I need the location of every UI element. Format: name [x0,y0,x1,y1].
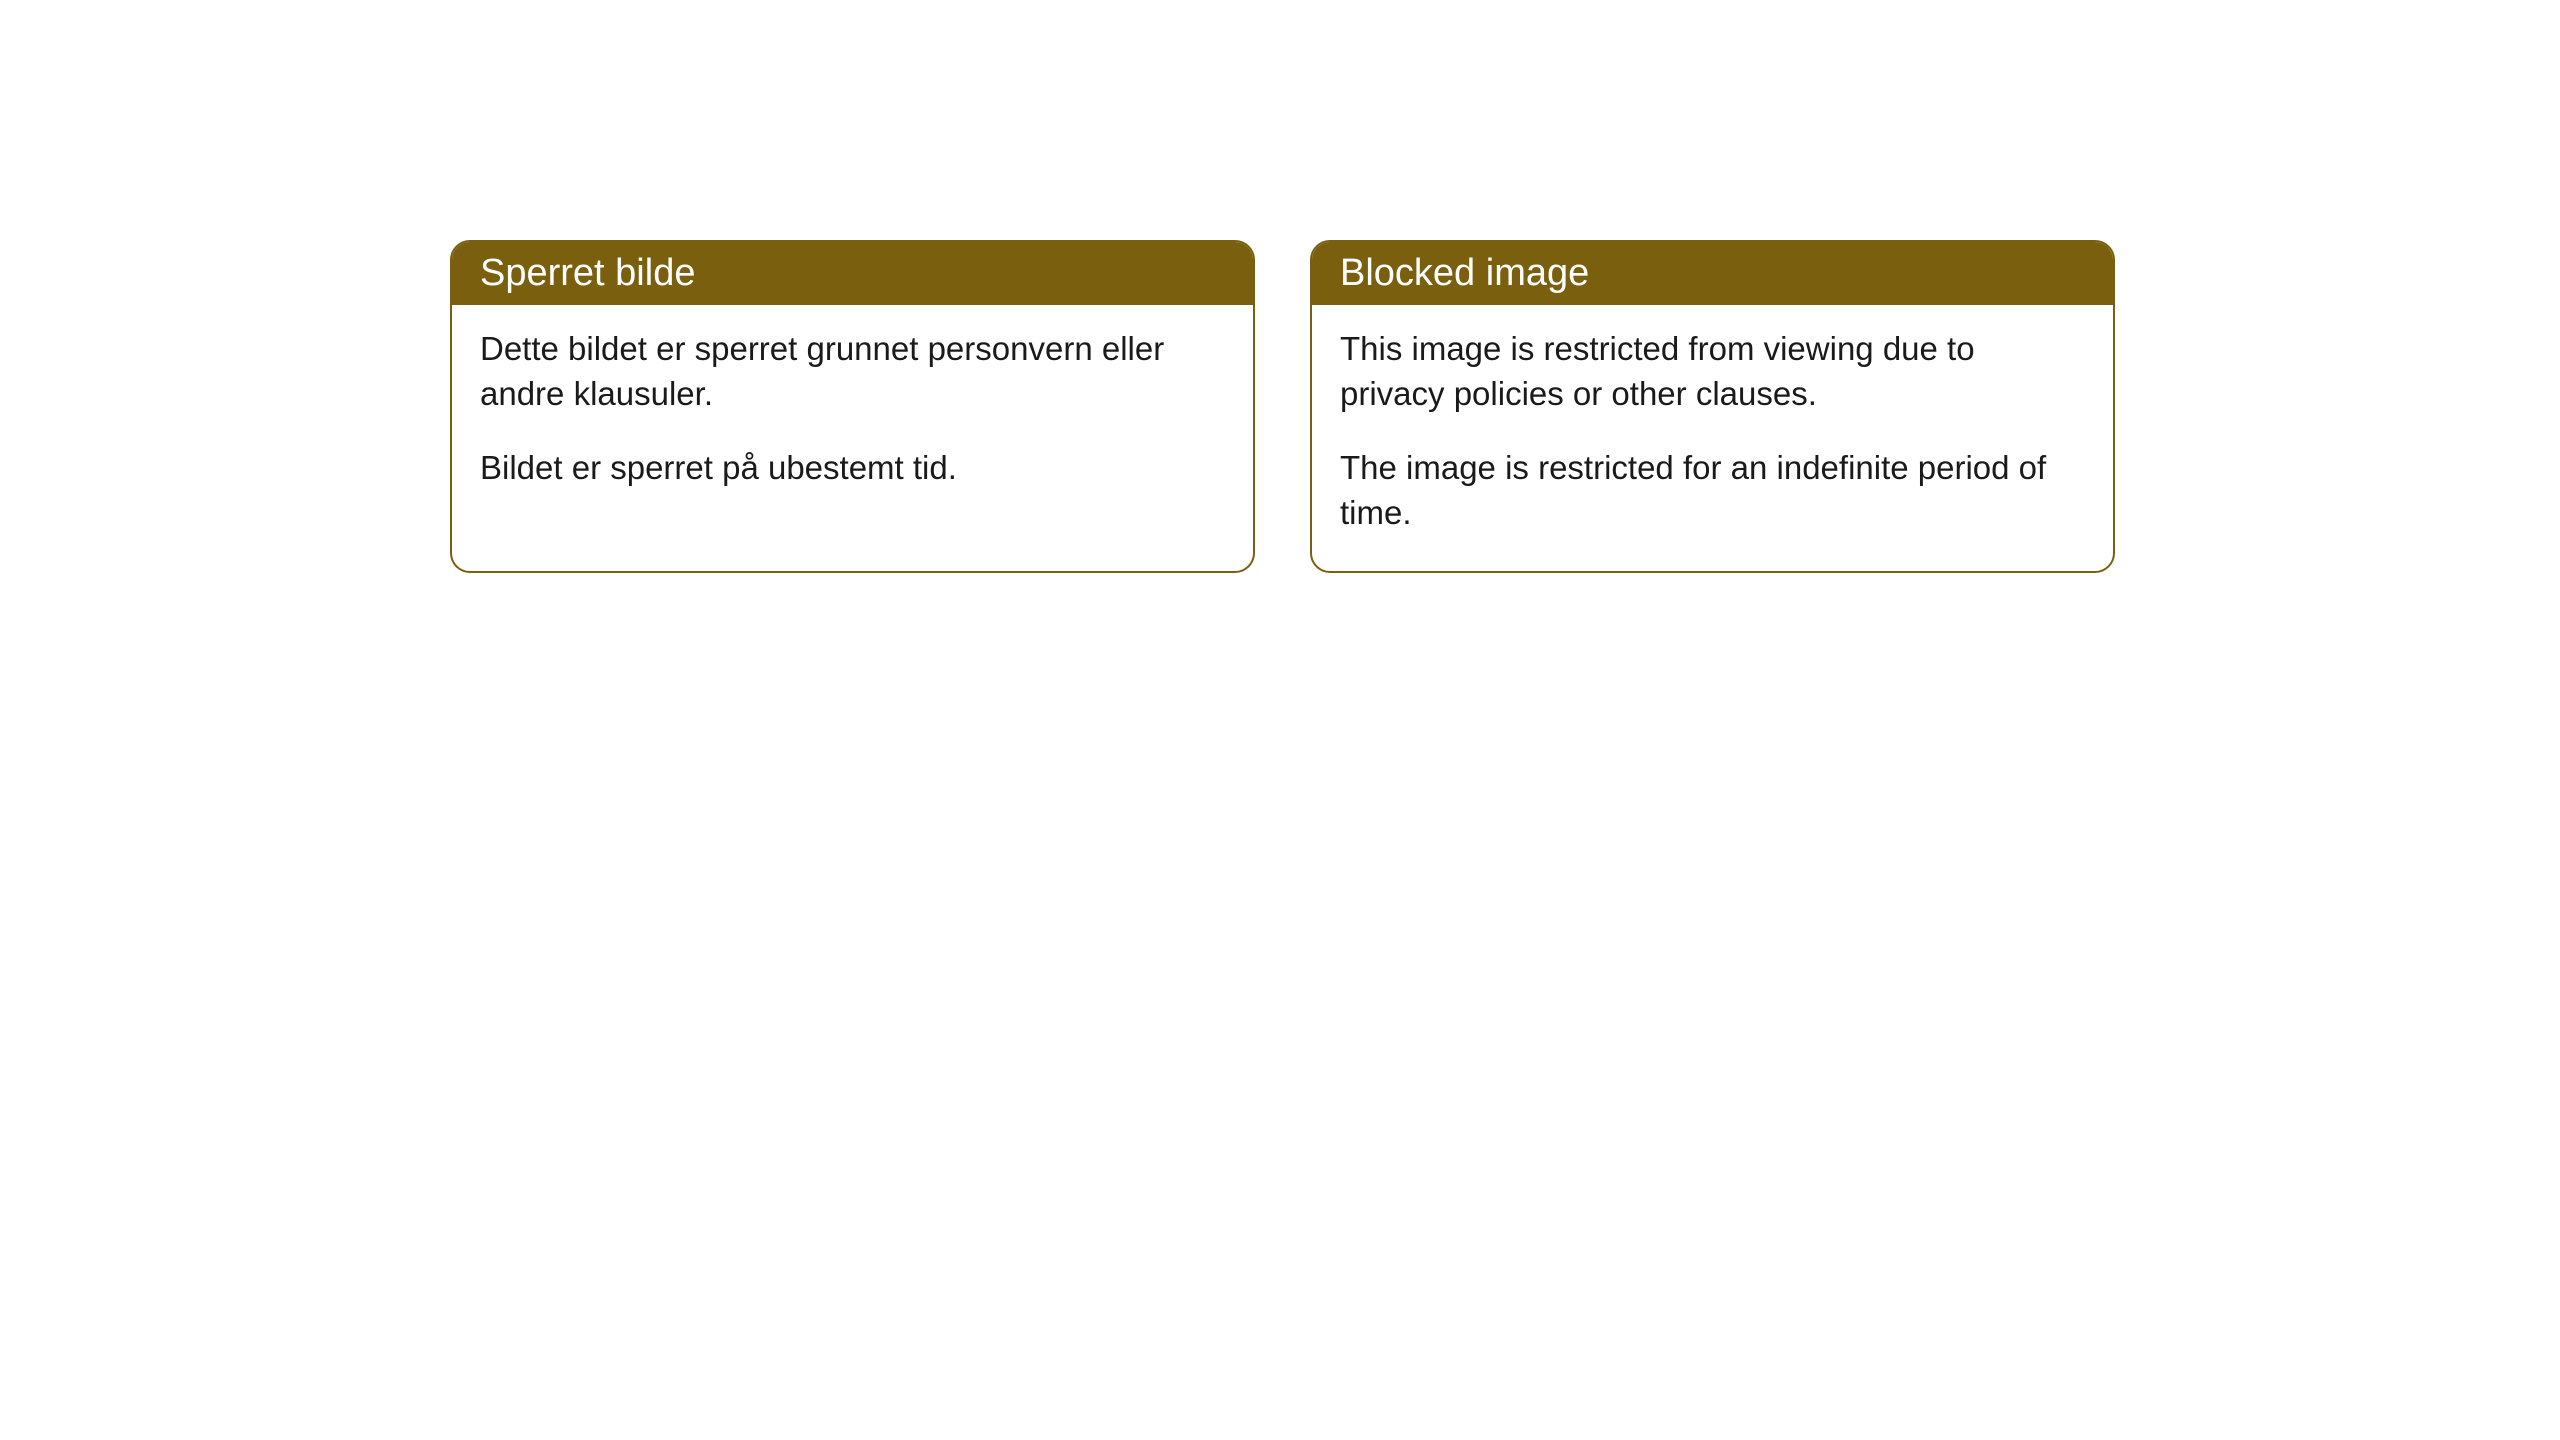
notice-cards-container: Sperret bilde Dette bildet er sperret gr… [450,240,2560,573]
card-header-english: Blocked image [1312,242,2113,305]
card-title-english: Blocked image [1340,252,1589,294]
card-paragraph-1-norwegian: Dette bildet er sperret grunnet personve… [480,327,1225,416]
card-paragraph-2-english: The image is restricted for an indefinit… [1340,446,2085,535]
blocked-image-card-norwegian: Sperret bilde Dette bildet er sperret gr… [450,240,1255,573]
card-paragraph-1-english: This image is restricted from viewing du… [1340,327,2085,416]
card-header-norwegian: Sperret bilde [452,242,1253,305]
card-body-norwegian: Dette bildet er sperret grunnet personve… [452,305,1253,527]
card-paragraph-2-norwegian: Bildet er sperret på ubestemt tid. [480,446,1225,491]
card-body-english: This image is restricted from viewing du… [1312,305,2113,571]
card-title-norwegian: Sperret bilde [480,252,695,294]
blocked-image-card-english: Blocked image This image is restricted f… [1310,240,2115,573]
